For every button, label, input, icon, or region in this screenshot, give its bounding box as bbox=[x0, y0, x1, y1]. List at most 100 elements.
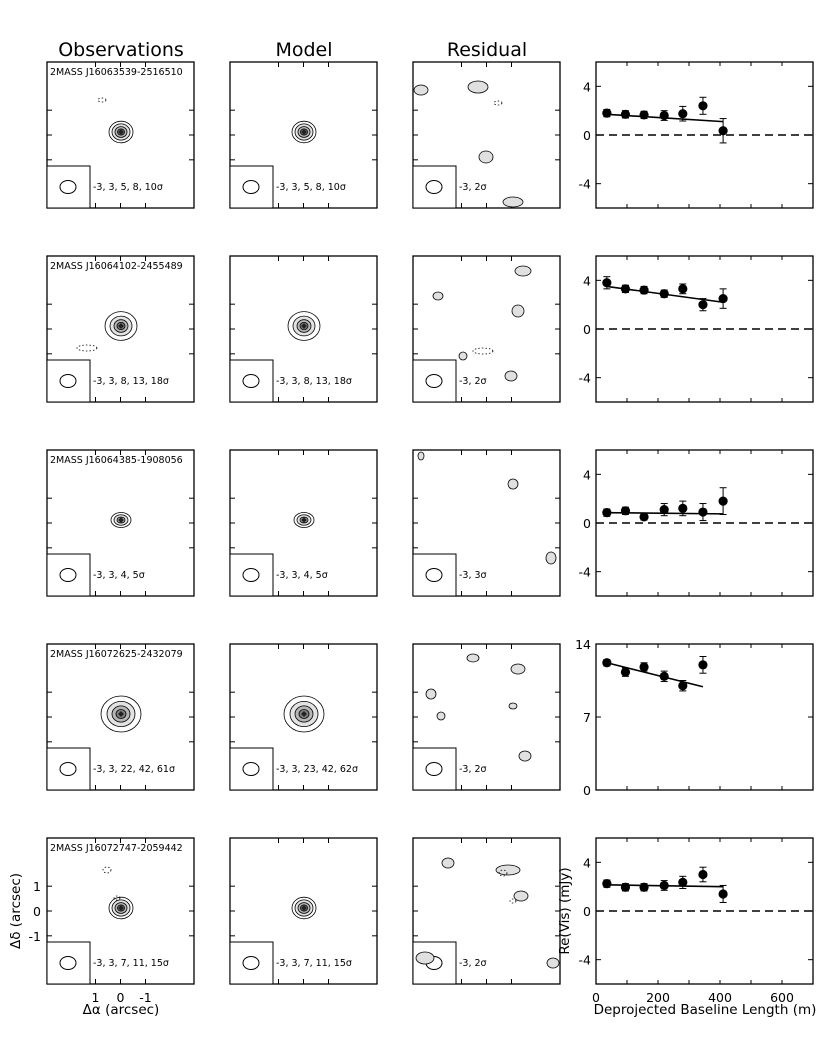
beam-ellipse bbox=[242, 568, 260, 582]
data-point bbox=[639, 285, 649, 295]
visibility-plot-3: 4 0 -4 bbox=[579, 449, 814, 597]
x-tick-label: 600 bbox=[770, 990, 794, 1005]
y-tick-label: 4 bbox=[583, 467, 591, 482]
panel-row-2: -3, 3, 8, 13, 18σ 2MASS J16064102-2455489… bbox=[46, 255, 814, 403]
model-panel-3: -3, 3, 4, 5σ bbox=[229, 449, 378, 597]
panel-row-4: -3, 3, 22, 42, 61σ 2MASS J16072625-243207… bbox=[46, 637, 814, 798]
data-point bbox=[602, 278, 612, 288]
resid-panel-3: -3, 3σ bbox=[412, 449, 561, 597]
contour-levels-label: -3, 3σ bbox=[459, 570, 487, 581]
data-point bbox=[718, 293, 728, 304]
residual-contour bbox=[467, 80, 489, 94]
beam-inset bbox=[46, 553, 91, 597]
visibility-x-axis-label: Deprojected Baseline Length (m) bbox=[594, 1002, 817, 1018]
residual-contour bbox=[514, 265, 532, 277]
col-title-model: Model bbox=[275, 39, 332, 61]
data-point bbox=[620, 882, 631, 892]
x-tick-label: 0 bbox=[592, 990, 600, 1005]
data-point bbox=[698, 507, 708, 517]
source-peak bbox=[301, 711, 307, 717]
residual-contour bbox=[502, 196, 524, 208]
obs-panel-5: -3, 3, 7, 11, 15σ 2MASS J16072747-2059442… bbox=[29, 837, 195, 1005]
residual-contour bbox=[511, 304, 525, 318]
data-point bbox=[659, 289, 669, 299]
residual-contour bbox=[413, 84, 429, 96]
source-peak bbox=[301, 129, 307, 135]
y-tick-label: 4 bbox=[583, 273, 591, 288]
negative-contour bbox=[97, 97, 107, 103]
beam-ellipse bbox=[425, 568, 443, 582]
model-panel-2: -3, 3, 8, 13, 18σ bbox=[229, 255, 378, 403]
visibility-plot-5: 4 0 -4 0 200 400 600 bbox=[579, 837, 814, 1005]
y-tick-label: 14 bbox=[575, 637, 591, 652]
y-tick-label: -4 bbox=[579, 371, 592, 386]
source-name: 2MASS J16064385-1908056 bbox=[50, 455, 183, 466]
beam-ellipse bbox=[59, 374, 77, 388]
contour-levels-label: -3, 3, 4, 5σ bbox=[276, 570, 328, 581]
data-point bbox=[639, 512, 649, 522]
data-point bbox=[602, 108, 612, 118]
source-name: 2MASS J16072625-2432079 bbox=[50, 649, 183, 660]
contour-levels-label: -3, 3, 7, 11, 15σ bbox=[93, 958, 169, 969]
y-tick-label: -4 bbox=[579, 953, 592, 968]
visibility-plot-1: 4 0 -4 bbox=[579, 61, 814, 209]
beam-inset bbox=[229, 553, 274, 597]
beam-inset bbox=[229, 941, 274, 985]
y-tick-label: 0 bbox=[583, 783, 591, 798]
beam-ellipse bbox=[242, 762, 260, 776]
visibility-plot-4: 14 7 0 bbox=[575, 637, 814, 798]
source-peak bbox=[118, 711, 124, 717]
image-y-tick-label: -1 bbox=[29, 929, 41, 944]
residual-contour bbox=[518, 750, 532, 762]
residual-contour bbox=[545, 551, 557, 565]
data-point bbox=[678, 503, 688, 513]
negative-contour bbox=[509, 898, 517, 904]
data-point bbox=[639, 662, 649, 672]
beam-inset bbox=[412, 165, 457, 209]
source-peak bbox=[118, 517, 124, 523]
data-point bbox=[698, 869, 708, 880]
contour-levels-label: -3, 3, 4, 5σ bbox=[93, 570, 145, 581]
data-point bbox=[602, 658, 612, 668]
data-point bbox=[678, 109, 688, 119]
contour-levels-label: -3, 2σ bbox=[459, 182, 487, 193]
data-point bbox=[639, 882, 649, 892]
source-peak bbox=[301, 517, 307, 523]
data-point bbox=[620, 109, 631, 119]
y-tick-label: 7 bbox=[583, 710, 591, 725]
residual-contour bbox=[510, 663, 526, 675]
negative-contour bbox=[113, 895, 121, 901]
beam-ellipse bbox=[425, 180, 443, 194]
data-point bbox=[620, 506, 631, 516]
residual-contour bbox=[495, 864, 521, 876]
y-tick-label: 0 bbox=[583, 904, 591, 919]
x-tick-label: 200 bbox=[646, 990, 670, 1005]
x-tick-label: 400 bbox=[708, 990, 732, 1005]
beam-ellipse bbox=[242, 374, 260, 388]
residual-contour bbox=[508, 702, 518, 710]
visibility-plot-2: 4 0 -4 bbox=[579, 255, 814, 403]
beam-ellipse bbox=[59, 568, 77, 582]
source-peak bbox=[118, 323, 124, 329]
residual-contour bbox=[425, 688, 437, 700]
y-tick-label: -4 bbox=[579, 565, 592, 580]
beam-inset bbox=[46, 747, 91, 791]
source-name: 2MASS J16064102-2455489 bbox=[50, 261, 183, 272]
beam-inset bbox=[412, 553, 457, 597]
source-peak bbox=[118, 129, 124, 135]
residual-contour bbox=[504, 370, 518, 382]
beam-ellipse bbox=[59, 956, 77, 970]
data-point bbox=[659, 505, 669, 515]
beam-inset bbox=[46, 165, 91, 209]
beam-inset bbox=[46, 359, 91, 403]
beam-ellipse bbox=[59, 762, 77, 776]
beam-inset bbox=[229, 165, 274, 209]
model-panel-1: -3, 3, 5, 8, 10σ bbox=[229, 61, 378, 209]
residual-contour bbox=[441, 857, 455, 869]
residual-contour bbox=[513, 890, 529, 902]
negative-contour bbox=[493, 100, 503, 106]
contour-levels-label: -3, 3, 5, 8, 10σ bbox=[276, 182, 346, 193]
residual-contour bbox=[507, 478, 519, 490]
